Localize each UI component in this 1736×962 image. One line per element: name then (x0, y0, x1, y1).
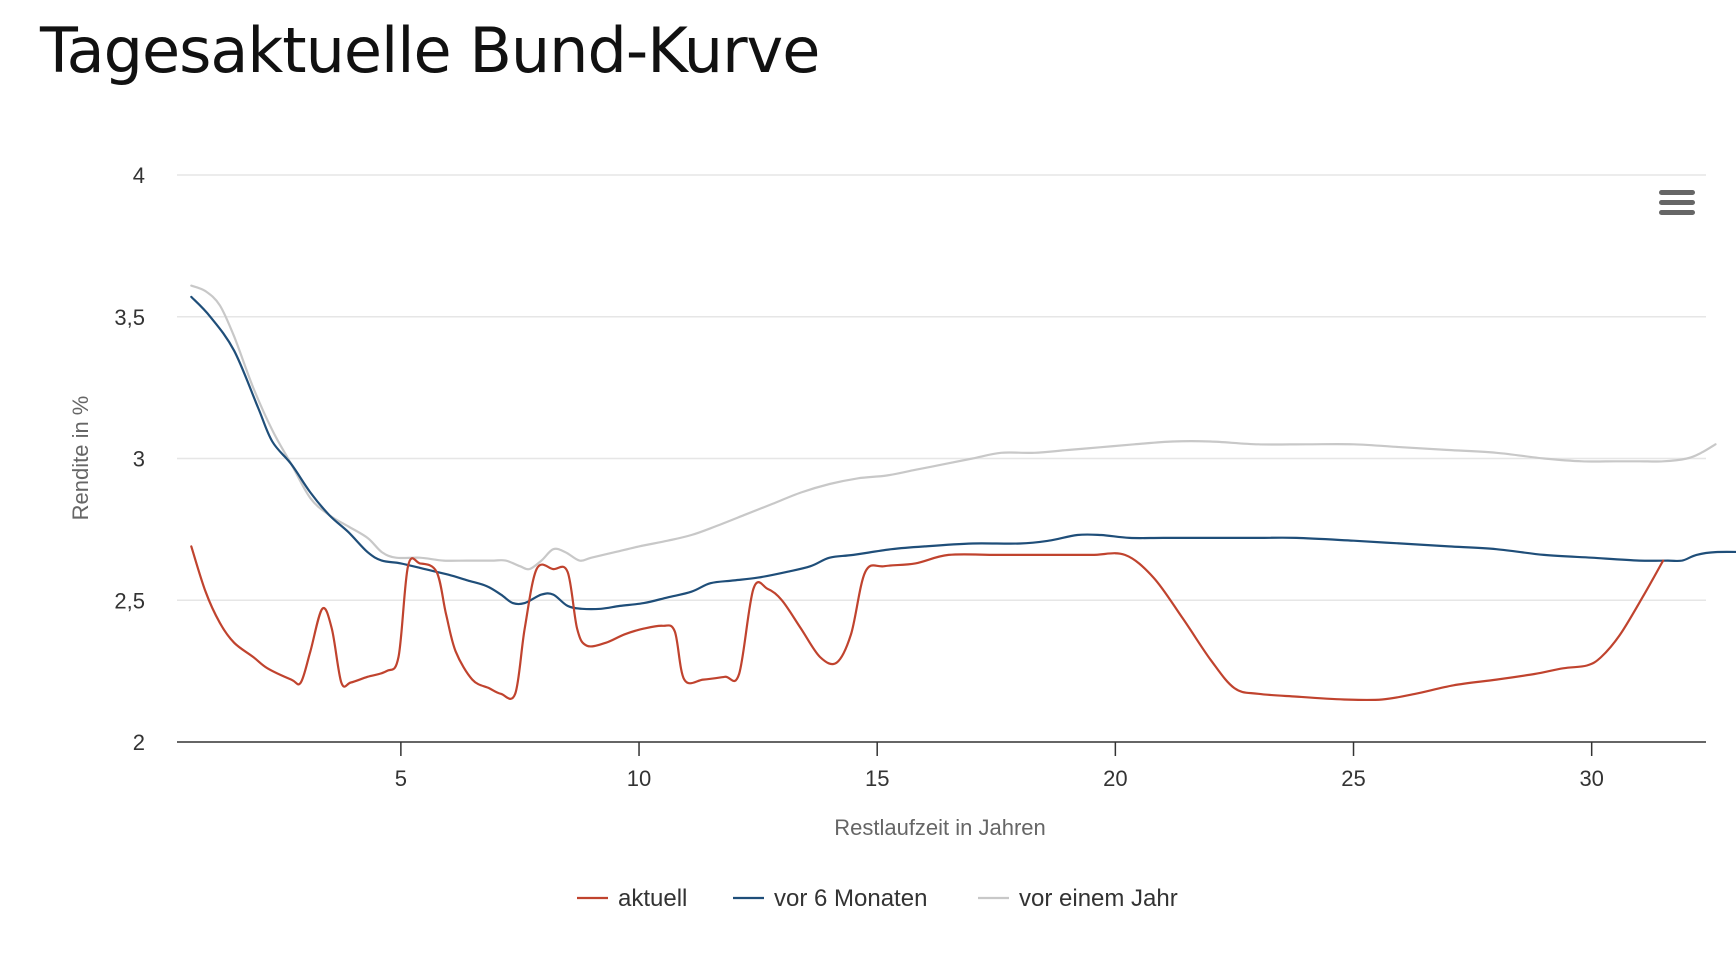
grid-lines (177, 174, 1706, 601)
x-tick-label: 15 (865, 766, 889, 791)
x-tick-label: 5 (395, 766, 407, 791)
x-tick-label: 10 (627, 766, 651, 791)
series-line-vor-6-monaten (190, 295, 1736, 611)
legend-item-aktuell[interactable]: aktuell (577, 885, 687, 912)
y-tick-label: 4 (133, 163, 145, 188)
legend-item-vor-einem-jahr[interactable]: vor einem Jahr (978, 885, 1178, 912)
x-axis-tick-labels: 5 10 15 20 25 30 (395, 766, 1604, 791)
series-lines (190, 284, 1736, 702)
series-line-vor-einem-jahr (190, 284, 1717, 571)
page-title: Tagesaktuelle Bund-Kurve (40, 14, 820, 87)
legend-label: aktuell (618, 885, 687, 912)
y-tick-label: 2,5 (114, 588, 145, 613)
x-tick-label: 25 (1341, 766, 1365, 791)
legend-label: vor einem Jahr (1019, 885, 1178, 912)
hamburger-menu-icon-bar (1659, 210, 1695, 215)
x-axis-title: Restlaufzeit in Jahren (834, 815, 1046, 840)
series-line-aktuell (190, 545, 1665, 702)
y-tick-label: 3,5 (114, 305, 145, 330)
legend-item-vor-6-monaten[interactable]: vor 6 Monaten (733, 885, 927, 912)
y-tick-label: 3 (133, 447, 145, 472)
legend-label: vor 6 Monaten (774, 885, 927, 912)
chart-context-menu-button[interactable] (1659, 190, 1695, 220)
y-axis-title: Rendite in % (68, 396, 93, 521)
x-tick-label: 20 (1103, 766, 1127, 791)
y-axis-tick-labels: 2 2,5 3 3,5 4 (114, 163, 145, 755)
legend: aktuell vor 6 Monaten vor einem Jahr (577, 885, 1178, 912)
hamburger-menu-icon-bar (1659, 200, 1695, 205)
x-axis (177, 741, 1706, 756)
y-tick-label: 2 (133, 730, 145, 755)
hamburger-menu-icon (1659, 190, 1695, 195)
x-tick-label: 30 (1579, 766, 1603, 791)
